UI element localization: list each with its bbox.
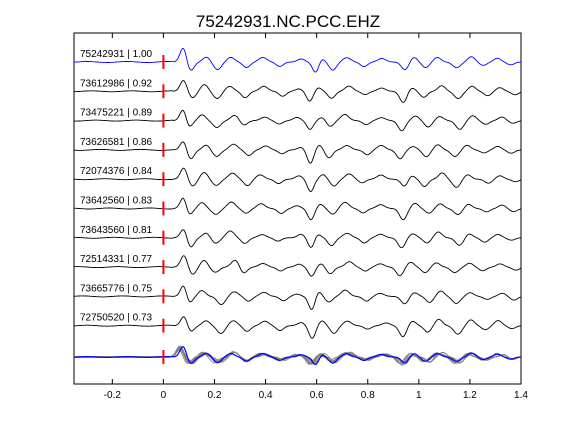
trace-label-75242931: 75242931 | 1.00 (80, 49, 153, 60)
trace-waveform-72074376 (73, 167, 522, 192)
trace-group (73, 47, 522, 339)
x-tick-label: 1 (416, 390, 422, 401)
trace-label-72074376: 72074376 | 0.84 (80, 166, 153, 177)
x-axis: -0.2 0 0.2 0.4 0.6 0.8 1 1.2 1.4 (104, 33, 528, 401)
trace-waveform-72750520 (74, 316, 522, 339)
trace-waveform-73612986 (74, 80, 522, 103)
trace-waveform-73626581 (74, 141, 522, 164)
trace-label-group: 75242931 | 1.00 73612986 | 0.92 73475221 |… (80, 49, 153, 324)
trace-waveform-73643560 (74, 229, 521, 249)
x-tick-label: 0.6 (310, 390, 324, 401)
x-tick-label: 0.4 (259, 390, 273, 401)
trace-label-73626581: 73626581 | 0.86 (80, 137, 153, 148)
x-tick-label: 1.4 (514, 390, 528, 401)
trace-label-73475221: 73475221 | 0.89 (80, 108, 153, 119)
trace-label-73642560: 73642560 | 0.83 (80, 196, 153, 207)
trace-label-72750520: 72750520 | 0.73 (80, 313, 153, 324)
trace-label-73665776: 73665776 | 0.75 (80, 283, 153, 294)
stacked-overlay-group (73, 345, 522, 366)
trace-waveform-73665776 (73, 285, 522, 311)
x-tick-label: 0.2 (208, 390, 222, 401)
x-tick-label: 0 (161, 390, 167, 401)
trace-label-73612986: 73612986 | 0.92 (80, 78, 153, 89)
x-tick-label: 0.8 (361, 390, 375, 401)
trace-waveform-75242931 (73, 47, 522, 73)
trace-waveform-73642560 (74, 197, 522, 221)
trace-label-72514331: 72514331 | 0.77 (80, 254, 153, 265)
trace-waveform-72514331 (74, 255, 522, 277)
chart-title: 75242931.NC.PCC.EHZ (196, 12, 380, 31)
x-tick-label: 1.2 (463, 390, 477, 401)
stack-reference-trace (73, 346, 522, 366)
trace-waveform-73475221 (74, 109, 522, 132)
x-tick-label: -0.2 (104, 390, 122, 401)
trace-label-73643560: 73643560 | 0.81 (80, 225, 153, 236)
